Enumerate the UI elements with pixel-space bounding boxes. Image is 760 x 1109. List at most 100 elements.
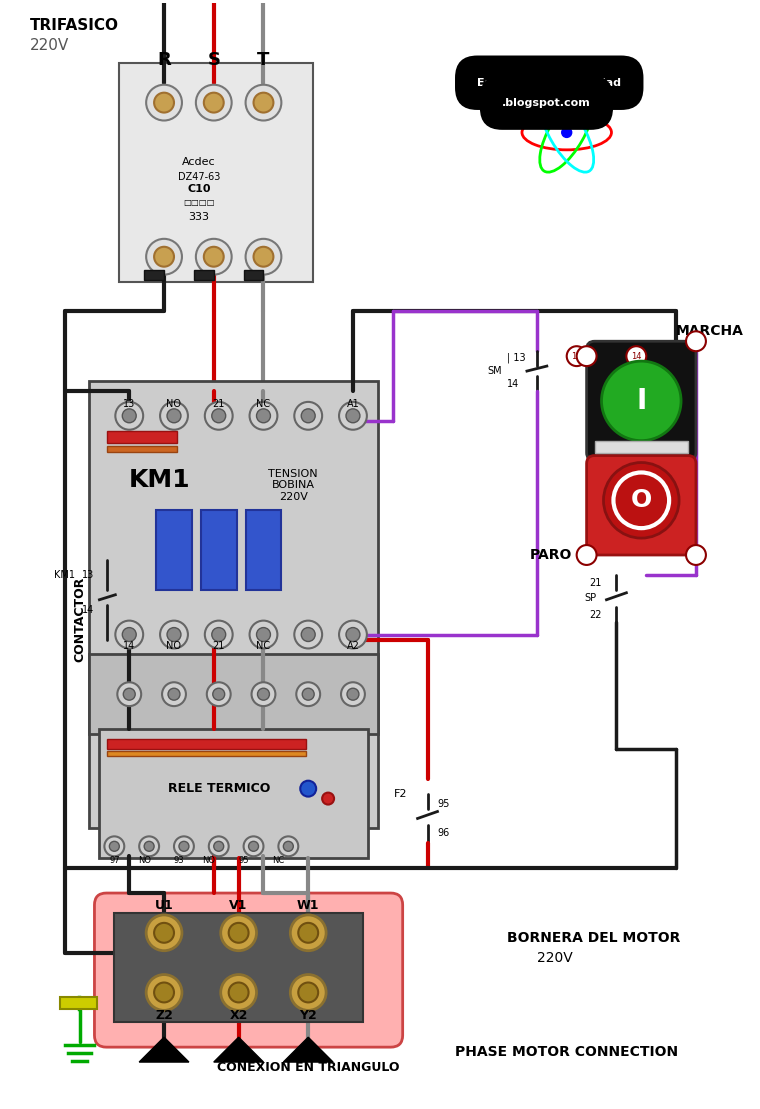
Bar bbox=[194, 269, 214, 279]
Circle shape bbox=[322, 793, 334, 804]
FancyBboxPatch shape bbox=[587, 456, 696, 554]
Circle shape bbox=[300, 781, 316, 796]
Circle shape bbox=[167, 628, 181, 641]
Text: W1: W1 bbox=[297, 899, 319, 913]
Circle shape bbox=[196, 84, 232, 121]
Circle shape bbox=[346, 409, 360, 423]
Circle shape bbox=[160, 621, 188, 649]
Text: NO: NO bbox=[138, 856, 150, 865]
Bar bbox=[90, 381, 378, 828]
Circle shape bbox=[686, 545, 706, 564]
Circle shape bbox=[144, 842, 154, 852]
Polygon shape bbox=[214, 1037, 264, 1062]
Circle shape bbox=[116, 401, 143, 429]
Text: KM1: KM1 bbox=[53, 570, 74, 580]
Circle shape bbox=[244, 836, 264, 856]
Text: RELE TERMICO: RELE TERMICO bbox=[167, 782, 270, 795]
Text: EsquemasyElectricidad: EsquemasyElectricidad bbox=[477, 78, 621, 88]
Circle shape bbox=[601, 362, 681, 440]
Circle shape bbox=[146, 975, 182, 1010]
Circle shape bbox=[626, 346, 646, 366]
Circle shape bbox=[347, 689, 359, 700]
Bar bbox=[245, 510, 281, 590]
Text: □□□□: □□□□ bbox=[183, 197, 214, 206]
Circle shape bbox=[341, 682, 365, 706]
Circle shape bbox=[278, 836, 298, 856]
Circle shape bbox=[174, 836, 194, 856]
Circle shape bbox=[122, 409, 136, 423]
Text: 14: 14 bbox=[691, 337, 701, 346]
Circle shape bbox=[603, 462, 679, 538]
Text: C10: C10 bbox=[187, 184, 211, 194]
Text: 14: 14 bbox=[82, 604, 94, 614]
Circle shape bbox=[146, 915, 182, 950]
Text: 22: 22 bbox=[691, 550, 701, 560]
Bar bbox=[594, 440, 688, 452]
Circle shape bbox=[116, 621, 143, 649]
Bar bbox=[107, 430, 177, 442]
Circle shape bbox=[252, 682, 275, 706]
Circle shape bbox=[122, 628, 136, 641]
Circle shape bbox=[577, 346, 597, 366]
Bar bbox=[107, 739, 306, 749]
Text: 21: 21 bbox=[213, 399, 225, 409]
Circle shape bbox=[154, 983, 174, 1003]
Circle shape bbox=[179, 842, 189, 852]
Circle shape bbox=[302, 689, 314, 700]
Text: Acdec: Acdec bbox=[182, 157, 216, 167]
Circle shape bbox=[257, 628, 271, 641]
Circle shape bbox=[154, 923, 174, 943]
Text: F2: F2 bbox=[394, 788, 407, 798]
Circle shape bbox=[213, 689, 225, 700]
Circle shape bbox=[283, 842, 293, 852]
Circle shape bbox=[229, 923, 249, 943]
Circle shape bbox=[204, 401, 233, 429]
Circle shape bbox=[254, 93, 274, 112]
Circle shape bbox=[567, 346, 587, 366]
Text: V1: V1 bbox=[230, 899, 248, 913]
Circle shape bbox=[301, 628, 315, 641]
Text: NC: NC bbox=[272, 856, 284, 865]
Circle shape bbox=[346, 628, 360, 641]
Bar bbox=[144, 269, 164, 279]
Circle shape bbox=[577, 545, 597, 564]
Text: 93: 93 bbox=[173, 856, 184, 865]
Text: TRIFASICO: TRIFASICO bbox=[30, 18, 119, 33]
Circle shape bbox=[104, 836, 125, 856]
Circle shape bbox=[220, 975, 257, 1010]
Text: S: S bbox=[207, 51, 220, 69]
Circle shape bbox=[249, 621, 277, 649]
Circle shape bbox=[229, 983, 249, 1003]
Text: O: O bbox=[631, 488, 652, 512]
Text: A2: A2 bbox=[347, 641, 359, 651]
Text: 21: 21 bbox=[213, 641, 225, 651]
Circle shape bbox=[117, 682, 141, 706]
Bar bbox=[100, 729, 368, 858]
Text: 97: 97 bbox=[109, 856, 119, 865]
Text: 14: 14 bbox=[123, 641, 135, 651]
Circle shape bbox=[214, 842, 223, 852]
Text: 333: 333 bbox=[188, 212, 209, 222]
Circle shape bbox=[212, 628, 226, 641]
Circle shape bbox=[139, 836, 159, 856]
Circle shape bbox=[339, 401, 367, 429]
Circle shape bbox=[123, 689, 135, 700]
Circle shape bbox=[290, 975, 326, 1010]
Bar bbox=[201, 510, 236, 590]
Text: X2: X2 bbox=[230, 1009, 248, 1021]
Circle shape bbox=[562, 128, 572, 138]
Text: 96: 96 bbox=[438, 828, 450, 838]
Text: 14: 14 bbox=[631, 352, 641, 360]
Text: 220V: 220V bbox=[537, 950, 572, 965]
Text: 220V: 220V bbox=[30, 38, 69, 53]
Text: PHASE MOTOR CONNECTION: PHASE MOTOR CONNECTION bbox=[455, 1045, 678, 1059]
Text: SM: SM bbox=[487, 366, 502, 376]
Bar bbox=[59, 997, 97, 1009]
Circle shape bbox=[146, 238, 182, 275]
Text: DZ47-63: DZ47-63 bbox=[178, 172, 220, 182]
Circle shape bbox=[220, 915, 257, 950]
Bar bbox=[114, 913, 363, 1022]
Circle shape bbox=[294, 401, 322, 429]
Circle shape bbox=[296, 682, 320, 706]
Bar bbox=[107, 751, 306, 756]
